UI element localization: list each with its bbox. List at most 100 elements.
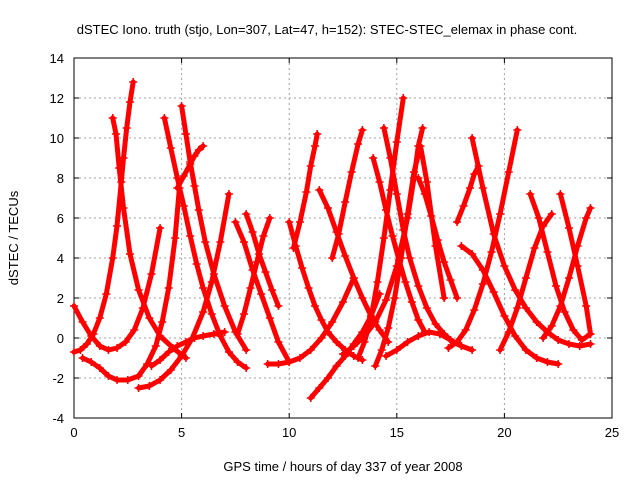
data-point <box>341 198 350 206</box>
data-point <box>201 238 210 246</box>
data-point <box>373 278 382 286</box>
data-point <box>554 360 563 368</box>
data-point <box>209 330 218 338</box>
data-point <box>257 290 266 298</box>
x-tick-label: 5 <box>178 425 185 440</box>
data-point <box>315 384 324 392</box>
data-point <box>399 94 408 102</box>
data-point <box>339 350 347 358</box>
data-point <box>166 366 175 374</box>
plot-frame <box>73 57 613 419</box>
data-point <box>354 140 363 148</box>
y-axis: -4 -2 0 2 4 6 8 10 12 14 <box>50 51 612 426</box>
data-point <box>360 338 369 346</box>
data-point <box>95 314 104 322</box>
data-point <box>147 362 156 370</box>
data-point <box>190 334 199 342</box>
y-tick-label: -2 <box>52 371 64 386</box>
data-point <box>384 324 393 332</box>
data-point <box>569 326 578 334</box>
x-tick-label: 25 <box>605 425 619 440</box>
data-point <box>95 342 104 350</box>
data-point <box>76 346 85 354</box>
data-point <box>186 160 195 168</box>
data-point <box>564 224 573 232</box>
data-point <box>108 254 117 262</box>
data-point <box>304 284 313 292</box>
data-point <box>397 254 406 262</box>
data-point <box>521 304 530 312</box>
data-point <box>87 332 96 340</box>
data-point <box>582 214 591 222</box>
data-point <box>547 210 556 218</box>
data-point <box>444 344 453 352</box>
data-point <box>122 124 131 132</box>
series <box>160 114 251 372</box>
data-point <box>306 346 315 354</box>
x-tick-label: 0 <box>70 425 77 440</box>
data-point <box>199 308 208 316</box>
data-point <box>470 306 479 314</box>
data-point <box>521 274 530 282</box>
data-point <box>371 318 380 326</box>
data-point <box>341 252 350 260</box>
data-point <box>582 302 591 310</box>
series <box>289 130 322 252</box>
data-point <box>158 318 167 326</box>
data-point <box>422 304 431 312</box>
series <box>147 328 229 370</box>
data-point <box>190 152 199 160</box>
data-point <box>302 188 311 196</box>
y-tick-label: 12 <box>50 91 64 106</box>
data-point <box>151 342 160 350</box>
series <box>414 174 462 302</box>
data-point <box>311 142 320 150</box>
data-point <box>513 126 522 134</box>
data-point <box>440 294 449 302</box>
data-point <box>478 266 487 274</box>
data-point <box>414 282 423 290</box>
data-point <box>115 164 124 172</box>
data-point <box>147 270 156 278</box>
data-point <box>289 244 298 252</box>
data-point <box>532 354 541 362</box>
data-point <box>274 360 283 368</box>
data-point <box>274 302 283 310</box>
series-track <box>136 191 232 391</box>
data-point <box>366 314 375 322</box>
data-point <box>500 262 509 270</box>
data-point <box>156 356 165 364</box>
series-track <box>235 215 273 337</box>
data-point <box>248 228 257 236</box>
data-point <box>134 372 143 380</box>
data-point <box>298 264 307 272</box>
data-point <box>478 280 487 288</box>
data-point <box>179 202 188 210</box>
data-point <box>425 328 434 336</box>
y-tick-label: 2 <box>57 291 64 306</box>
data-point <box>145 382 154 390</box>
data-point <box>407 298 416 306</box>
y-tick-label: 10 <box>50 131 64 146</box>
data-point <box>358 356 367 364</box>
data-point <box>392 138 401 146</box>
data-point <box>323 204 332 212</box>
data-point <box>573 262 582 270</box>
series <box>444 126 522 352</box>
data-point <box>543 358 552 366</box>
data-point <box>295 218 304 226</box>
series-track <box>243 211 281 309</box>
data-point <box>577 336 586 344</box>
data-point <box>87 358 96 366</box>
data-point <box>259 232 268 240</box>
data-point <box>265 314 274 322</box>
data-point <box>332 338 341 346</box>
data-point <box>382 352 391 360</box>
data-point <box>586 330 595 338</box>
data-series <box>70 78 595 402</box>
data-point <box>457 342 466 350</box>
data-point <box>401 278 410 286</box>
data-point <box>416 142 425 150</box>
data-point <box>468 346 477 354</box>
